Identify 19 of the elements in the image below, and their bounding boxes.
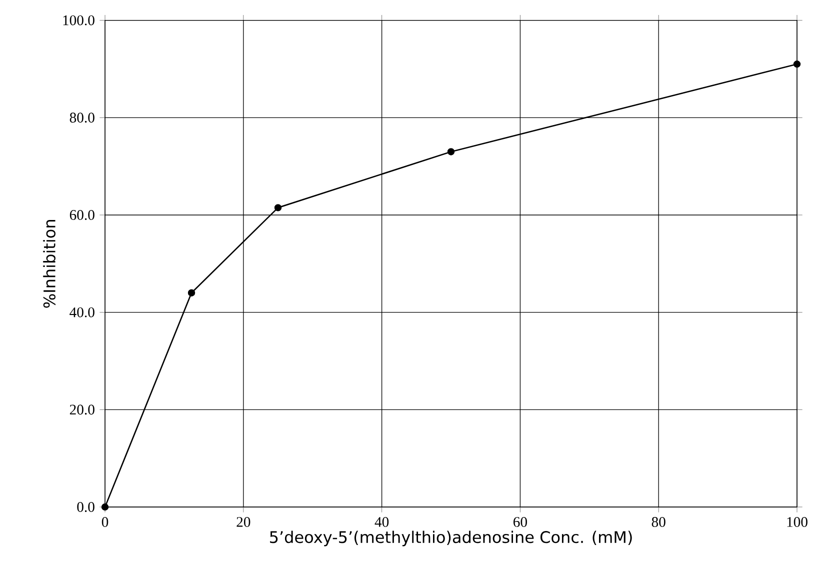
y-axis-title: %Inhibition (43, 220, 56, 308)
point (188, 289, 196, 296)
y-tick-label: 100.0 (63, 15, 94, 26)
point (793, 60, 801, 68)
y-tick-label: 60.0 (70, 210, 94, 220)
point (101, 503, 109, 511)
x-tick-label: 60 (514, 517, 527, 527)
point (447, 148, 455, 156)
x-axis-title: 5’deoxy-5’(methylthio)adenosine Conc. (mM) (270, 530, 632, 546)
x-tick-label: 20 (236, 517, 250, 527)
x-tick-label: 0 (102, 517, 108, 527)
x-tick-label: 80 (652, 517, 666, 527)
x-tick-label: 100 (787, 517, 808, 527)
y-tick-label: 40.0 (70, 307, 94, 318)
y-tick-label: 0.0 (77, 502, 94, 512)
point (274, 204, 282, 212)
y-tick-label: 80.0 (70, 112, 94, 123)
x-tick-label: 40 (374, 517, 389, 527)
y-tick-label: 20.0 (70, 404, 94, 415)
